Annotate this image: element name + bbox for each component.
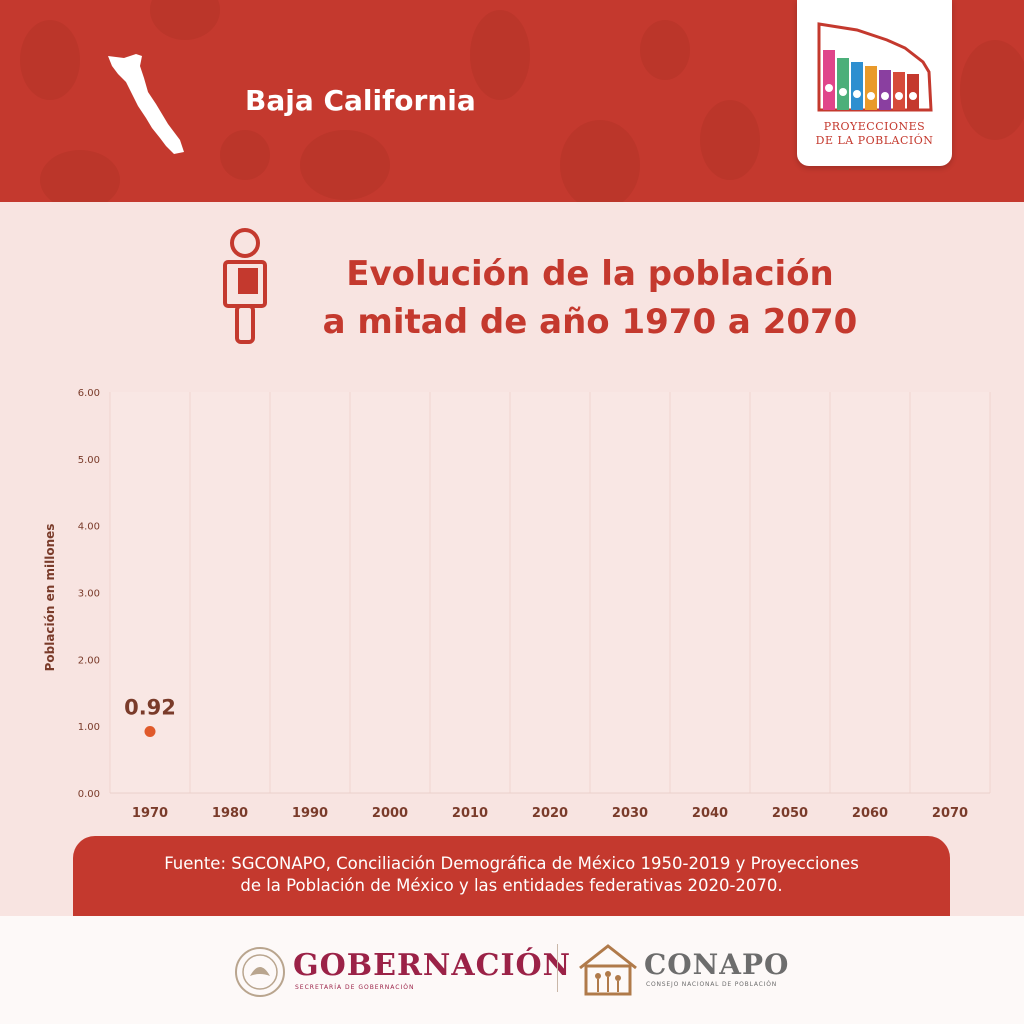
conapo-house-icon [579,944,637,996]
source-note: Fuente: SGCONAPO, Conciliación Demográfi… [73,836,950,916]
x-tick-label: 2070 [932,806,968,821]
source-line-1: Fuente: SGCONAPO, Conciliación Demográfi… [164,854,859,873]
mexico-people-logo-icon [817,22,933,112]
y-tick-label: 6.00 [78,388,100,399]
data-label: 0.92 [124,696,176,720]
gobernacion-subtitle: SECRETARÍA DE GOBERNACIÓN [295,984,415,991]
source-line-2: de la Población de México y las entidade… [240,876,783,895]
x-tick-label: 2050 [772,806,808,821]
x-tick-label: 2060 [852,806,888,821]
conapo-subtitle: CONSEJO NACIONAL DE POBLACIÓN [646,981,778,988]
chart-title-line-1: Evolución de la población [346,254,834,294]
x-tick-label: 1990 [292,806,328,821]
logo-line-2: DE LA POBLACIÓN [815,134,934,147]
x-tick-label: 2020 [532,806,568,821]
footer-divider [557,944,558,992]
x-tick-label: 2000 [372,806,408,821]
y-tick-label: 1.00 [78,722,100,733]
plot-area [110,392,990,793]
chart-title: Evolución de la población a mitad de año… [290,250,890,346]
chart-title-line-2: a mitad de año 1970 a 2070 [322,302,858,342]
y-axis-label: Población en millones [43,524,57,672]
y-tick-label: 4.00 [78,522,100,533]
x-tick-label: 1980 [212,806,248,821]
person-icon [223,228,267,344]
y-tick-label: 5.00 [78,455,100,466]
x-tick-label: 2040 [692,806,728,821]
gobernacion-logo-text: GOBERNACIÓN [293,948,572,983]
baja-california-map-icon [108,54,184,154]
y-tick-label: 2.00 [78,655,100,666]
x-tick-label: 1970 [132,806,168,821]
y-tick-label: 3.00 [78,589,100,600]
conapo-logo-text: CONAPO [644,948,790,981]
x-tick-label: 2010 [452,806,488,821]
mexico-seal-icon [235,947,285,997]
state-name: Baja California [245,84,476,117]
logo-line-1: PROYECCIONES [823,120,926,133]
proyecciones-logo: PROYECCIONES DE LA POBLACIÓN [797,0,952,166]
population-chart: 0.00 1.00 2.00 3.00 4.00 5.00 6.00 1970 1980 1990… [43,388,991,821]
footer [0,916,1024,1024]
x-tick-label: 2030 [612,806,648,821]
data-point [144,726,156,738]
y-tick-label: 0.00 [78,789,100,800]
